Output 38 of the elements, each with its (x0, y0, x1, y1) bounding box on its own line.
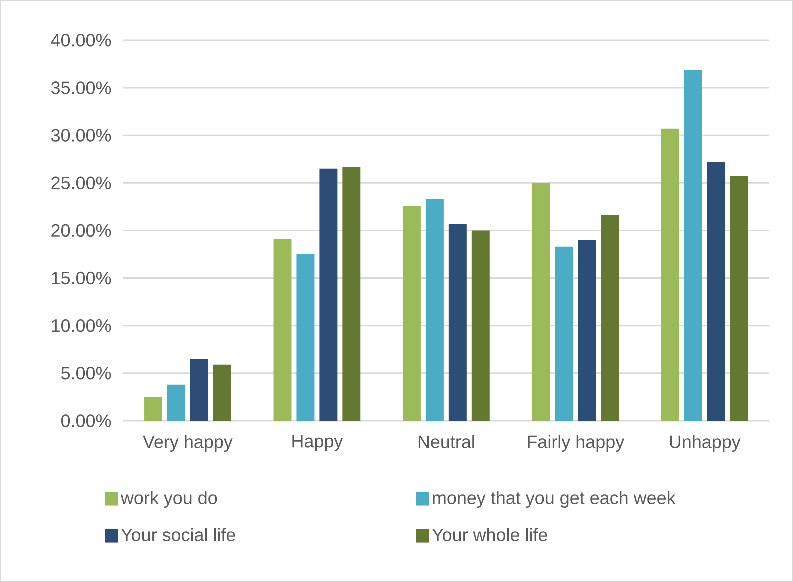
x-tick-label: Neutral (418, 435, 474, 448)
bar (426, 199, 444, 421)
x-tick-label: Unhappy (670, 435, 741, 452)
y-tick-label: 15.00% (52, 272, 112, 285)
x-tick-label: Happy (292, 435, 344, 452)
bar (167, 384, 186, 421)
bar (296, 254, 315, 421)
bar (342, 166, 361, 421)
legend-label: work you do (120, 491, 218, 508)
bar (402, 206, 421, 421)
legend-label: money that you get each week (433, 491, 676, 508)
bar (707, 162, 726, 421)
y-tick-label: 30.00% (51, 129, 112, 142)
bar (190, 359, 208, 421)
bar (730, 176, 748, 421)
y-tick-label: 0.00% (61, 414, 112, 428)
y-tick-label: 5.00% (61, 366, 112, 380)
bar (555, 246, 574, 421)
legend-label: Your social life (121, 528, 236, 542)
bar (320, 168, 338, 421)
y-tick-label: 10.00% (52, 319, 112, 332)
bar (274, 239, 292, 421)
x-tick-label: Very happy (143, 435, 233, 452)
bar (601, 215, 620, 421)
bar (144, 397, 162, 421)
y-tick-label: 40.00% (51, 34, 112, 47)
legend-label: Your whole life (432, 528, 548, 542)
y-tick-label: 35.00% (51, 82, 112, 94)
bar (472, 230, 490, 421)
x-tick-label: Fairly happy (528, 435, 625, 452)
bar (532, 183, 550, 421)
y-tick-label: 25.00% (52, 176, 112, 190)
bar (684, 70, 702, 421)
bar (448, 224, 467, 421)
bar (213, 364, 232, 421)
bar (661, 128, 680, 421)
bar (578, 240, 596, 421)
y-tick-label: 20.00% (52, 224, 112, 237)
